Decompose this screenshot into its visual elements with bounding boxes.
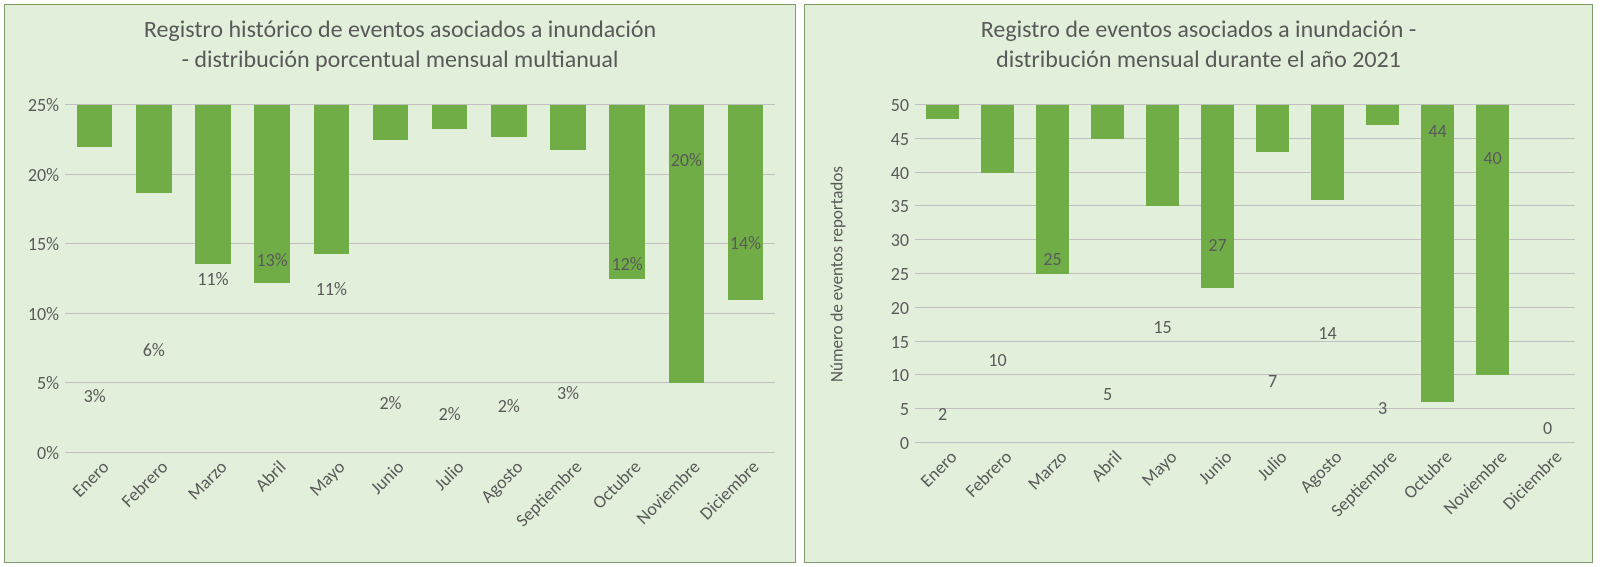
y-tick-label: 50 <box>891 94 915 116</box>
bar-column: 2%Agosto <box>479 105 538 453</box>
bar <box>728 105 764 300</box>
bar <box>314 105 350 254</box>
bar-column: 11%Marzo <box>183 105 242 453</box>
bar-value-label: 5 <box>1103 383 1112 405</box>
bar <box>1366 105 1399 125</box>
bar <box>136 105 172 193</box>
y-tick-label: 20 <box>891 297 915 319</box>
y-tick-label: 10 <box>891 364 915 386</box>
bar-value-label: 25 <box>1043 248 1061 270</box>
bar-value-label: 3% <box>84 385 106 407</box>
bar-value-label: 14% <box>730 232 761 254</box>
y-tick-label: 40 <box>891 162 915 184</box>
y-tick-label: 15% <box>28 233 65 255</box>
y-axis-title: Número de eventos reportados <box>827 166 848 382</box>
bar-value-label: 13% <box>257 249 288 271</box>
bar-value-label: 11% <box>197 268 228 290</box>
bar-column: 12%Octubre <box>598 105 657 453</box>
bar-column: 20%Noviembre <box>657 105 716 453</box>
plot-area: 0%5%10%15%20%25% 3%Enero6%Febrero11%Marz… <box>65 105 775 453</box>
bar-value-label: 20% <box>671 149 702 171</box>
bar <box>1421 105 1454 402</box>
bar-value-label: 6% <box>143 339 165 361</box>
bar-column: 2%Junio <box>361 105 420 453</box>
bar-column: 3%Septiembre <box>538 105 597 453</box>
bar <box>1091 105 1124 139</box>
y-tick-label: 5% <box>37 372 65 394</box>
bar <box>77 105 113 147</box>
bar <box>1476 105 1509 375</box>
bar-value-label: 11% <box>316 278 347 300</box>
y-tick-label: 0% <box>37 442 65 464</box>
bar-column: 11%Mayo <box>302 105 361 453</box>
plot-area: 05101520253035404550 2Enero10Febrero25Ma… <box>915 105 1575 443</box>
bar <box>1146 105 1179 206</box>
bar-value-label: 15 <box>1153 316 1171 338</box>
bar-value-label: 14 <box>1318 322 1336 344</box>
bar-column: 15Mayo <box>1135 105 1190 443</box>
bar <box>550 105 586 150</box>
bar <box>669 105 705 383</box>
y-tick-label: 45 <box>891 128 915 150</box>
y-tick-label: 10% <box>28 303 65 325</box>
bar-column: 7Julio <box>1245 105 1300 443</box>
bar-column: 27Junio <box>1190 105 1245 443</box>
y-tick-label: 15 <box>891 331 915 353</box>
bars: 2Enero10Febrero25Marzo5Abril15Mayo27Juni… <box>915 105 1575 443</box>
bar-column: 14%Diciembre <box>716 105 775 453</box>
bar <box>1256 105 1289 152</box>
bar-value-label: 2% <box>379 392 401 414</box>
bar <box>432 105 468 129</box>
bar-column: 5Abril <box>1080 105 1135 443</box>
bar-column: 2%Julio <box>420 105 479 453</box>
bar-column: 14Agosto <box>1300 105 1355 443</box>
bar-value-label: 7 <box>1268 370 1277 392</box>
bar-column: 40Noviembre <box>1465 105 1520 443</box>
bar-value-label: 2 <box>938 403 947 425</box>
bar <box>1311 105 1344 200</box>
bar-value-label: 2% <box>439 403 461 425</box>
bar <box>1201 105 1234 288</box>
y-tick-label: 35 <box>891 195 915 217</box>
bar-value-label: 2% <box>498 395 520 417</box>
bar-column: 3%Enero <box>65 105 124 453</box>
y-tick-label: 0 <box>900 432 915 454</box>
y-tick-label: 5 <box>900 398 915 420</box>
bar-column: 10Febrero <box>970 105 1025 443</box>
bar <box>981 105 1014 173</box>
chart-title: Registro de eventos asociados a inundaci… <box>805 15 1592 75</box>
bar-column: 3Septiembre <box>1355 105 1410 443</box>
bar-column: 44Octubre <box>1410 105 1465 443</box>
y-tick-label: 30 <box>891 229 915 251</box>
bar-value-label: 12% <box>612 253 643 275</box>
historic-distribution-chart: Registro histórico de eventos asociados … <box>4 4 796 563</box>
bar-column: 2Enero <box>915 105 970 443</box>
bar-value-label: 0 <box>1543 417 1552 439</box>
y-tick-label: 25% <box>28 94 65 116</box>
bar-column: 13%Abril <box>243 105 302 453</box>
bar <box>373 105 409 140</box>
bar-column: 0Diciembre <box>1520 105 1575 443</box>
year-2021-distribution-chart: Registro de eventos asociados a inundaci… <box>804 4 1593 563</box>
chart-title: Registro histórico de eventos asociados … <box>5 15 795 75</box>
bar <box>195 105 231 264</box>
bar <box>926 105 959 119</box>
bar-column: 25Marzo <box>1025 105 1080 443</box>
bar-value-label: 10 <box>988 349 1006 371</box>
bar-value-label: 40 <box>1483 147 1501 169</box>
bar-value-label: 3% <box>557 382 579 404</box>
bars: 3%Enero6%Febrero11%Marzo13%Abril11%Mayo2… <box>65 105 775 453</box>
y-tick-label: 25 <box>891 263 915 285</box>
bar-value-label: 3 <box>1378 397 1387 419</box>
bar <box>491 105 527 137</box>
y-tick-label: 20% <box>28 164 65 186</box>
bar-value-label: 44 <box>1428 120 1446 142</box>
bar-value-label: 27 <box>1208 234 1226 256</box>
bar-column: 6%Febrero <box>124 105 183 453</box>
